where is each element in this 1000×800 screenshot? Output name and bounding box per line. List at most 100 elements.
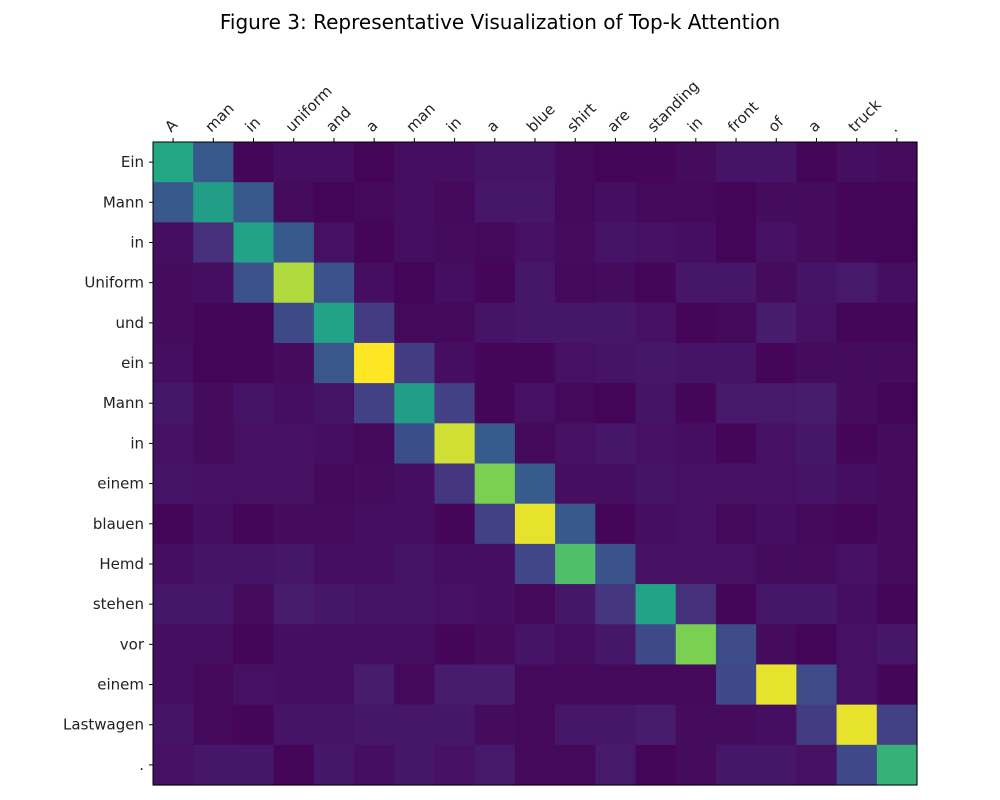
heatmap-cell (635, 503, 677, 545)
heatmap-cell (153, 142, 194, 183)
heatmap-cell (233, 463, 275, 505)
heatmap-cell (193, 584, 235, 625)
heatmap-cell (876, 744, 918, 786)
heatmap-cell (796, 503, 838, 545)
heatmap-cell (756, 624, 797, 666)
heatmap-cell (313, 664, 355, 706)
heatmap-cell (514, 262, 556, 304)
x-tick-label: in (242, 113, 264, 135)
heatmap-cell (715, 704, 757, 746)
heatmap-cell (153, 624, 194, 666)
heatmap-cell (555, 182, 596, 223)
heatmap-cell (354, 383, 395, 424)
x-tick-label: in (684, 113, 706, 135)
heatmap-cell (756, 383, 797, 424)
heatmap-cell (434, 704, 476, 746)
heatmap-cell (715, 503, 757, 545)
heatmap-cell (354, 302, 395, 344)
heatmap-cell (313, 503, 355, 545)
heatmap-cell (474, 704, 516, 746)
x-tick-label: a (805, 117, 824, 136)
heatmap-cell (715, 182, 757, 223)
heatmap-cell (675, 342, 717, 384)
heatmap-cell (756, 503, 797, 545)
heatmap-cell (273, 543, 315, 585)
y-tick-label: einem (97, 676, 144, 694)
y-tick-label: Hemd (99, 555, 144, 573)
heatmap-cell (313, 342, 355, 384)
heatmap-cell (434, 624, 476, 666)
heatmap-cell (313, 182, 355, 223)
heatmap-cell (514, 624, 556, 666)
heatmap-cell (715, 262, 757, 304)
heatmap-cell (394, 744, 436, 786)
heatmap-cell (434, 222, 476, 264)
heatmap-cell (394, 664, 436, 706)
heatmap-cell (354, 543, 395, 585)
y-tick-label: vor (120, 635, 145, 653)
heatmap-cell (876, 342, 918, 384)
heatmap-cell (715, 302, 757, 344)
heatmap-cell (876, 182, 918, 223)
heatmap-cell (273, 624, 315, 666)
heatmap-cell (836, 543, 878, 585)
heatmap-cell (635, 543, 677, 585)
heatmap-cell (514, 664, 556, 706)
heatmap-cell (153, 704, 194, 746)
heatmap-cell (313, 543, 355, 585)
heatmap-cell (193, 383, 235, 424)
heatmap-cell (434, 463, 476, 505)
heatmap-cell (876, 463, 918, 505)
x-tick-label: shirt (563, 99, 600, 136)
heatmap-cell (715, 383, 757, 424)
heatmap-cell (354, 342, 395, 384)
heatmap-cell (555, 423, 596, 465)
heatmap-cell (153, 383, 194, 424)
heatmap-cell (756, 463, 797, 505)
heatmap-cell (273, 664, 315, 706)
heatmap-cell (394, 463, 436, 505)
heatmap-cell (514, 744, 556, 786)
heatmap-cell (394, 543, 436, 585)
heatmap-cell (715, 543, 757, 585)
heatmap-cell (354, 704, 395, 746)
heatmap-cell (153, 342, 194, 384)
heatmap-cell (273, 463, 315, 505)
heatmap-cell (153, 182, 194, 223)
heatmap-cell (394, 704, 436, 746)
heatmap-cell (836, 182, 878, 223)
heatmap-cell (514, 503, 556, 545)
heatmap-cell (394, 142, 436, 183)
x-tick-label: man (201, 100, 237, 136)
heatmap-cell (394, 262, 436, 304)
heatmap-cell (555, 624, 596, 666)
heatmap-cell (555, 584, 596, 625)
heatmap-cell (836, 262, 878, 304)
heatmap-cell (555, 463, 596, 505)
heatmap-cell (555, 383, 596, 424)
heatmap-cell (153, 423, 194, 465)
heatmap-cell (313, 383, 355, 424)
heatmap-cell (153, 503, 194, 545)
heatmap-cell (193, 503, 235, 545)
heatmap-cell (715, 584, 757, 625)
heatmap-cell (233, 383, 275, 424)
heatmap-cell (233, 744, 275, 786)
y-tick-label: ein (121, 354, 144, 372)
heatmap-cell (555, 342, 596, 384)
heatmap-cell (715, 744, 757, 786)
heatmap-cell (273, 142, 315, 183)
heatmap-cell (233, 142, 275, 183)
heatmap-cell (354, 423, 395, 465)
heatmap-cell (354, 624, 395, 666)
heatmap-cell (354, 744, 395, 786)
y-tick-label: . (139, 756, 144, 774)
heatmap-cell (796, 624, 838, 666)
heatmap-cell (474, 262, 516, 304)
heatmap-cell (193, 624, 235, 666)
heatmap-cell (394, 302, 436, 344)
y-tick-label: Mann (103, 394, 144, 412)
heatmap-cell (233, 704, 275, 746)
heatmap-cell (796, 302, 838, 344)
